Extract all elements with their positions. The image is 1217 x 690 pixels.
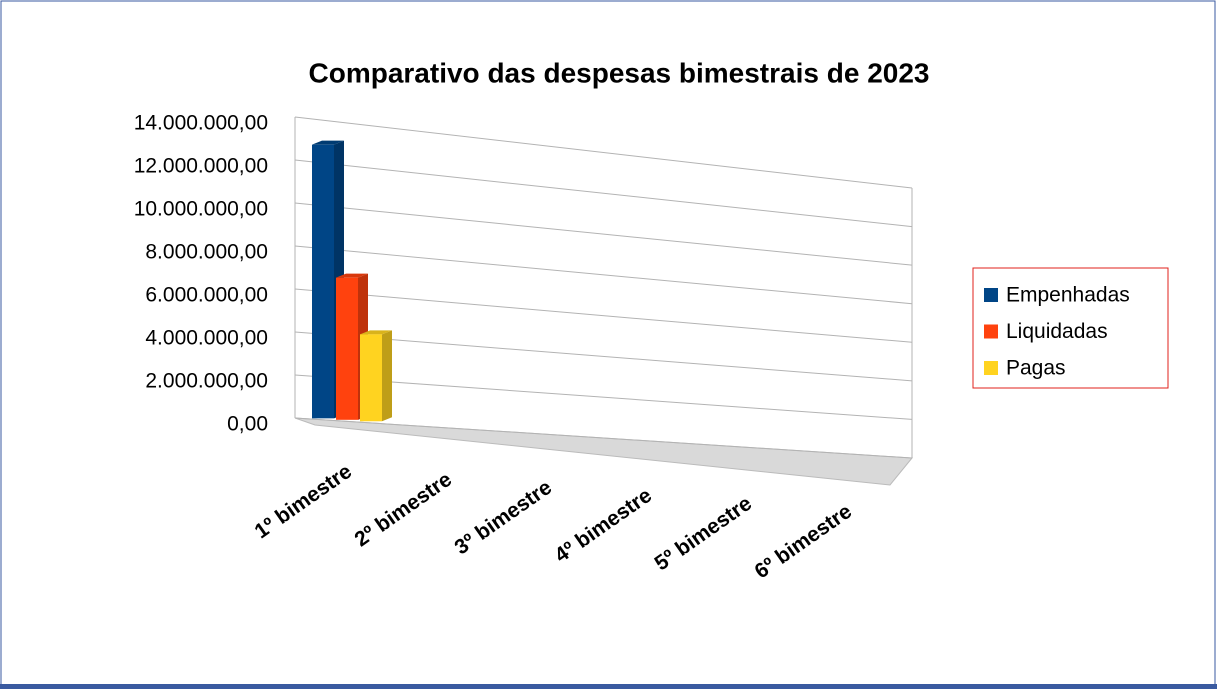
grid-line bbox=[294, 202, 913, 266]
bar bbox=[360, 334, 382, 422]
grid-line bbox=[294, 417, 913, 459]
y-tick-label: 14.000.000,00 bbox=[134, 112, 268, 135]
legend-label: Liquidadas bbox=[1006, 320, 1108, 343]
grid-line bbox=[294, 288, 913, 343]
legend-label: Empenhadas bbox=[1006, 284, 1130, 307]
y-tick-label: 6.000.000,00 bbox=[145, 284, 268, 307]
bar bbox=[312, 144, 334, 419]
grid-line bbox=[294, 331, 913, 382]
grid-line bbox=[294, 374, 913, 420]
y-tick-label: 8.000.000,00 bbox=[145, 241, 268, 264]
legend-swatch bbox=[984, 324, 998, 339]
grid-line bbox=[294, 116, 913, 189]
bar-top bbox=[360, 330, 392, 335]
legend bbox=[972, 267, 1169, 389]
chart-title: Comparativo das despesas bimestrais de 2… bbox=[309, 57, 930, 88]
y-tick-label: 2.000.000,00 bbox=[145, 370, 268, 393]
grid-line bbox=[294, 159, 913, 228]
legend-swatch bbox=[984, 288, 998, 302]
y-tick-label: 10.000.000,00 bbox=[134, 198, 268, 221]
legend-label: Pagas bbox=[1006, 357, 1066, 380]
bar bbox=[336, 277, 358, 420]
frame-bottom bbox=[0, 684, 1217, 689]
y-tick-label: 12.000.000,00 bbox=[134, 155, 268, 178]
legend-swatch bbox=[984, 361, 998, 375]
y-tick-label: 0,00 bbox=[227, 413, 268, 436]
y-tick-label: 4.000.000,00 bbox=[145, 327, 268, 350]
grid-line bbox=[294, 245, 913, 305]
bar-top bbox=[336, 273, 368, 278]
bar-top bbox=[312, 140, 344, 145]
bar-side bbox=[382, 330, 392, 422]
